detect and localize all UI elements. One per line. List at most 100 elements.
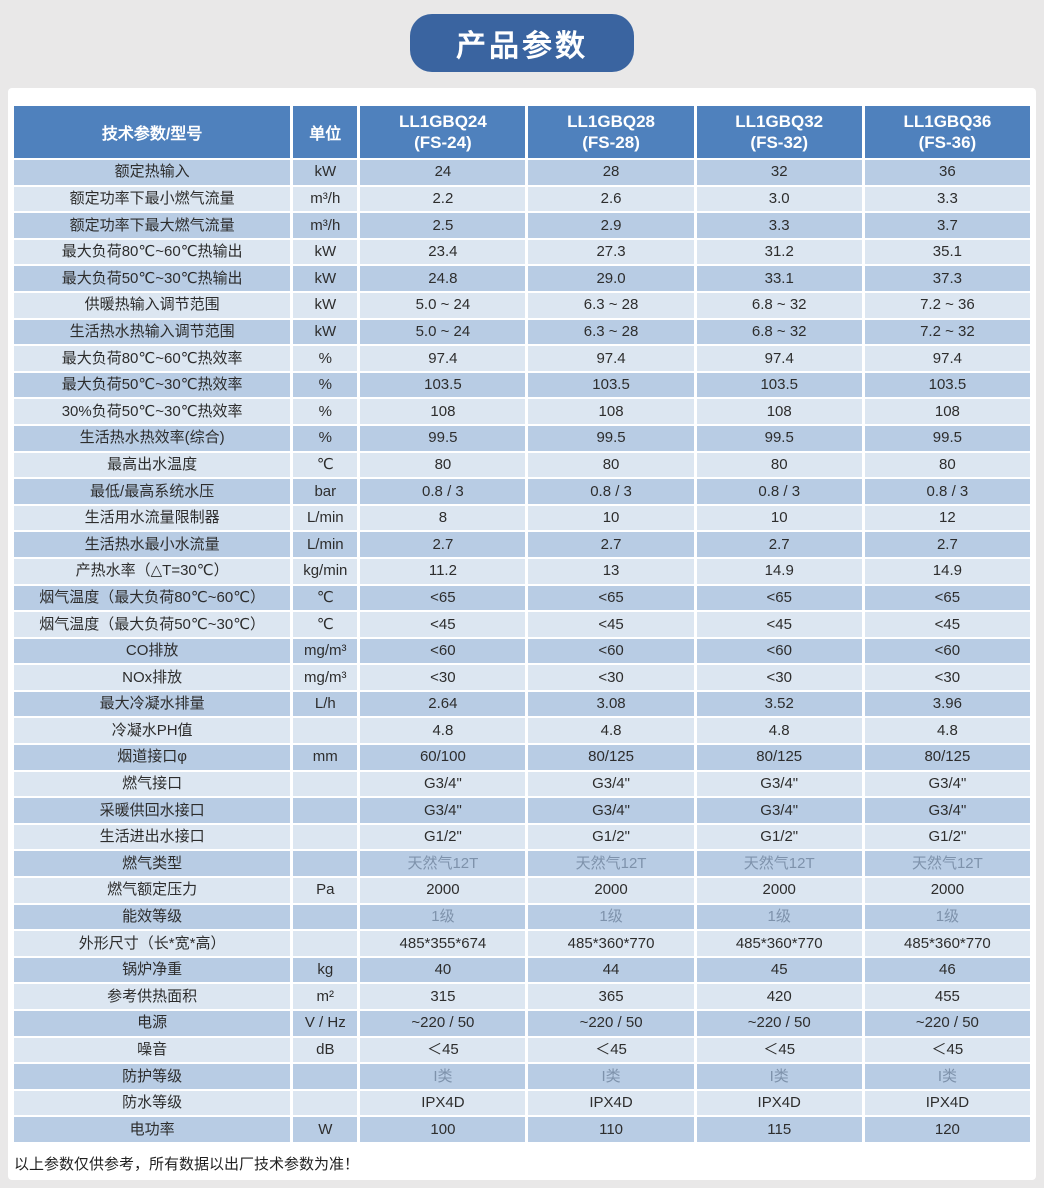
table-row: 最大负荷50℃~30℃热效率% 103.5 103.5 103.5 103.5 [14,372,1030,398]
value-cell: 3.3 [864,186,1030,212]
value-cell: 100 [360,1117,526,1142]
value-cell: 2.2 [360,186,526,212]
title-badge: 产品参数 [410,14,634,72]
unit-cell: kW [293,239,358,265]
param-label: 最大负荷50℃~30℃热效率 [14,372,291,398]
model-code: (FS-28) [582,133,640,152]
param-label: 最大负荷50℃~30℃热输出 [14,266,291,291]
value-cell: 2.7 [528,532,694,557]
unit-cell: mm [293,745,358,770]
value-cell: 80 [864,452,1030,478]
unit-cell: kW [293,160,358,185]
param-label: 采暖供回水接口 [14,798,291,823]
value-cell: 6.3 ~ 28 [528,319,694,345]
value-cell: 2000 [528,878,694,903]
unit-cell: L/min [293,532,358,557]
value-cell: 99.5 [864,425,1030,451]
value-cell: ＜45 [528,1037,694,1063]
value-cell: 97.4 [696,346,862,371]
table-row: 额定功率下最大燃气流量 m³/h 2.5 2.9 3.3 3.7 [14,213,1030,238]
header-model-1: LL1GBQ24 (FS-24) [360,106,526,158]
unit-cell [293,851,358,877]
value-cell: <45 [696,612,862,637]
value-cell: 108 [864,399,1030,424]
model-code: (FS-24) [414,133,472,152]
param-label: 产热水率（△T=30℃） [14,558,291,584]
value-cell: 27.3 [528,239,694,265]
table-row: 最大冷凝水排量 L/h 2.64 3.08 3.52 3.96 [14,691,1030,717]
value-cell: IPX4D [864,1090,1030,1116]
param-label: 防水等级 [14,1090,291,1116]
param-label: 燃气接口 [14,771,291,797]
unit-cell: kW [293,292,358,318]
param-label: 生活进出水接口 [14,824,291,850]
value-cell: 12 [864,505,1030,531]
param-label: 额定热输入 [14,160,291,185]
value-cell: 80 [696,452,862,478]
value-cell: ＜45 [696,1037,862,1063]
value-cell: G3/4" [360,771,526,797]
value-cell: 24.8 [360,266,526,291]
param-label: 烟气温度（最大负荷80℃~60℃） [14,585,291,611]
value-cell: 99.5 [696,425,862,451]
table-row: 产热水率（△T=30℃） kg/min 11.2 13 14.9 14.9 [14,558,1030,584]
header-row: 技术参数/型号 单位 LL1GBQ24 (FS-24) LL1GBQ28 (FS… [14,106,1030,158]
value-cell: 103.5 [864,372,1030,398]
value-cell: I类 [696,1064,862,1089]
value-cell: 1级 [696,904,862,930]
unit-cell: mg/m³ [293,665,358,690]
param-label: 外形尺寸（长*宽*高） [14,931,291,956]
value-cell: <65 [528,585,694,611]
param-label: 生活热水热输入调节范围 [14,319,291,345]
value-cell: <60 [360,638,526,664]
value-cell: 6.8 ~ 32 [696,319,862,345]
value-cell: 6.8 ~ 32 [696,292,862,318]
unit-cell: kW [293,319,358,345]
table-row: 防护等级 I类 I类 I类 I类 [14,1064,1030,1089]
value-cell: 4.8 [696,718,862,744]
param-label: 生活用水流量限制器 [14,505,291,531]
param-label: 30%负荷50℃~30℃热效率 [14,399,291,424]
unit-cell: % [293,372,358,398]
value-cell: <30 [528,665,694,690]
value-cell: 108 [360,399,526,424]
param-label: 电功率 [14,1117,291,1142]
value-cell: G1/2" [528,824,694,850]
value-cell: 2.7 [864,532,1030,557]
value-cell: <30 [864,665,1030,690]
table-row: 最大负荷80℃~60℃热输出 kW 23.4 27.3 31.2 35.1 [14,239,1030,265]
value-cell: G3/4" [528,771,694,797]
value-cell: 46 [864,957,1030,983]
param-label: 锅炉净重 [14,957,291,983]
value-cell: 4.8 [360,718,526,744]
value-cell: 31.2 [696,239,862,265]
table-row: 冷凝水PH值 4.8 4.8 4.8 4.8 [14,718,1030,744]
value-cell: 1级 [528,904,694,930]
value-cell: 29.0 [528,266,694,291]
table-row: 防水等级 IPX4D IPX4D IPX4D IPX4D [14,1090,1030,1116]
value-cell: 4.8 [864,718,1030,744]
value-cell: <60 [864,638,1030,664]
table-row: 燃气类型 天然气12T 天然气12T 天然气12T 天然气12T [14,851,1030,877]
param-label: 防护等级 [14,1064,291,1089]
param-label: 额定功率下最小燃气流量 [14,186,291,212]
value-cell: 36 [864,160,1030,185]
value-cell: G3/4" [528,798,694,823]
table-row: 最高出水温度 ℃ 80 80 80 80 [14,452,1030,478]
unit-cell [293,931,358,956]
spec-table: 技术参数/型号 单位 LL1GBQ24 (FS-24) LL1GBQ28 (FS… [11,104,1033,1144]
value-cell: IPX4D [360,1090,526,1116]
table-row: 最低/最高系统水压 bar 0.8 / 3 0.8 / 3 0.8 / 3 0.8 / 3 [14,479,1030,504]
table-row: NOx排放 mg/m³ <30 <30 <30 <30 [14,665,1030,690]
value-cell: ~220 / 50 [864,1011,1030,1036]
value-cell: 99.5 [360,425,526,451]
param-label: 冷凝水PH值 [14,718,291,744]
value-cell: 3.52 [696,691,862,717]
value-cell: I类 [528,1064,694,1089]
unit-cell: % [293,425,358,451]
value-cell: IPX4D [696,1090,862,1116]
value-cell: 0.8 / 3 [696,479,862,504]
header-unit-label: 单位 [293,106,358,158]
value-cell: 108 [528,399,694,424]
